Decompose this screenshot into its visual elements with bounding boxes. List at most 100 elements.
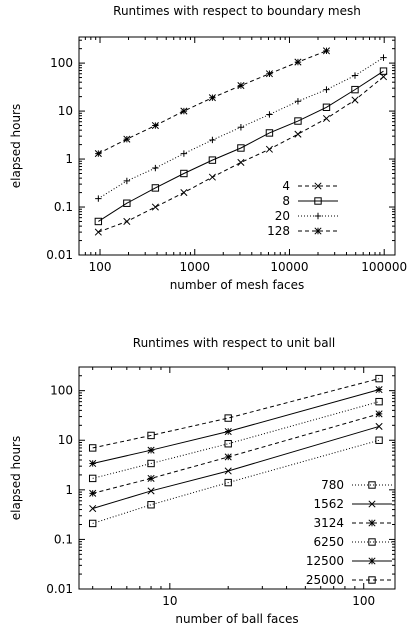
data-point [224, 440, 232, 448]
data-point [180, 107, 188, 115]
series-line [92, 413, 380, 494]
y-tick-label: 10 [58, 433, 73, 447]
plot-frame [78, 366, 396, 590]
data-point [294, 98, 302, 105]
data-point [224, 427, 232, 436]
data-point [123, 199, 131, 207]
series-1562 [89, 422, 383, 513]
legend-marker [368, 519, 376, 527]
series-line [92, 425, 380, 509]
data-point [147, 459, 155, 468]
legend-label: 4 [282, 179, 290, 193]
series-group [88, 374, 383, 528]
x-tick-label: 100 [89, 260, 112, 274]
legend-label: 128 [267, 224, 290, 238]
data-point [265, 70, 273, 78]
data-point [151, 121, 159, 130]
chart-title: Runtimes with respect to boundary mesh [113, 4, 361, 18]
y-tick-label: 10 [58, 104, 73, 118]
x-tick-label: 100 [352, 594, 375, 608]
legend-entry: 780 [321, 478, 392, 492]
data-point [265, 129, 274, 137]
legend-marker [314, 227, 322, 235]
series-25000 [88, 374, 383, 452]
legend-entry: 3124 [313, 516, 392, 530]
data-point [379, 67, 388, 75]
series-12500 [89, 386, 383, 468]
legend-marker [368, 557, 376, 565]
legend-marker [314, 197, 322, 205]
y-tick-label: 1 [65, 152, 73, 166]
data-point [94, 150, 102, 158]
x-tick-label: 10 [162, 594, 177, 608]
data-point [88, 444, 97, 452]
data-point [152, 164, 159, 172]
data-point [123, 135, 131, 143]
data-point [89, 489, 97, 497]
data-point [265, 145, 273, 153]
series-128 [94, 47, 331, 158]
data-point [294, 58, 302, 66]
data-point [208, 173, 216, 181]
axis-ticks: 100 1000 10000 100000 0.01 0.1 1 10 100 [46, 37, 407, 274]
x-tick-label: 10000 [270, 260, 308, 274]
series-3124 [89, 410, 383, 497]
data-point [208, 94, 216, 102]
legend-entry: 20 [275, 209, 338, 223]
y-axis-label: elapsed hours [9, 436, 23, 521]
data-point [147, 446, 155, 454]
data-point [322, 114, 331, 123]
data-point [351, 72, 359, 79]
series-4 [94, 73, 388, 236]
legend-marker [368, 500, 376, 508]
legend-entry: 4 [282, 179, 338, 193]
y-tick-label: 100 [50, 56, 73, 70]
data-point [322, 103, 331, 111]
x-tick-label: 100000 [361, 260, 407, 274]
chart-unit-ball: Runtimes with respect to unit ball numbe… [9, 336, 396, 626]
legend-label: 3124 [313, 516, 344, 530]
legend-marker [314, 182, 322, 190]
data-point [351, 85, 359, 94]
data-point [237, 124, 245, 131]
series-group [94, 47, 388, 236]
y-tick-label: 0.1 [54, 532, 73, 546]
data-point [224, 467, 232, 475]
data-point [88, 474, 97, 483]
series-line [92, 389, 380, 464]
data-point [123, 217, 131, 226]
series-line [98, 70, 384, 222]
legend: 780 1562 3124 6250 12500 25000 [306, 478, 392, 587]
data-point [237, 158, 245, 166]
y-tick-label: 0.01 [46, 582, 73, 596]
series-line [92, 439, 380, 524]
series-780 [88, 436, 383, 528]
data-point [224, 414, 232, 422]
data-point [375, 374, 383, 383]
series-8 [94, 67, 388, 226]
series-6250 [88, 397, 383, 483]
data-point [147, 487, 155, 495]
data-point [147, 474, 155, 482]
series-20 [95, 54, 387, 202]
data-point [147, 501, 155, 509]
data-point [375, 386, 383, 394]
data-point [351, 96, 359, 104]
y-tick-label: 0.1 [54, 200, 73, 214]
data-point [180, 169, 188, 178]
series-line [92, 401, 380, 479]
data-point [294, 117, 302, 125]
legend-label: 20 [275, 209, 290, 223]
y-axis-label: elapsed hours [9, 104, 23, 189]
legend-entry: 25000 [306, 573, 392, 587]
legend-label: 12500 [306, 554, 344, 568]
data-point [94, 217, 103, 226]
legend-marker [314, 212, 322, 220]
chart-boundary-mesh: Runtimes with respect to boundary mesh n… [9, 4, 407, 292]
data-point [147, 431, 155, 440]
data-point [224, 453, 232, 461]
data-point [266, 111, 273, 118]
data-point [209, 136, 216, 144]
